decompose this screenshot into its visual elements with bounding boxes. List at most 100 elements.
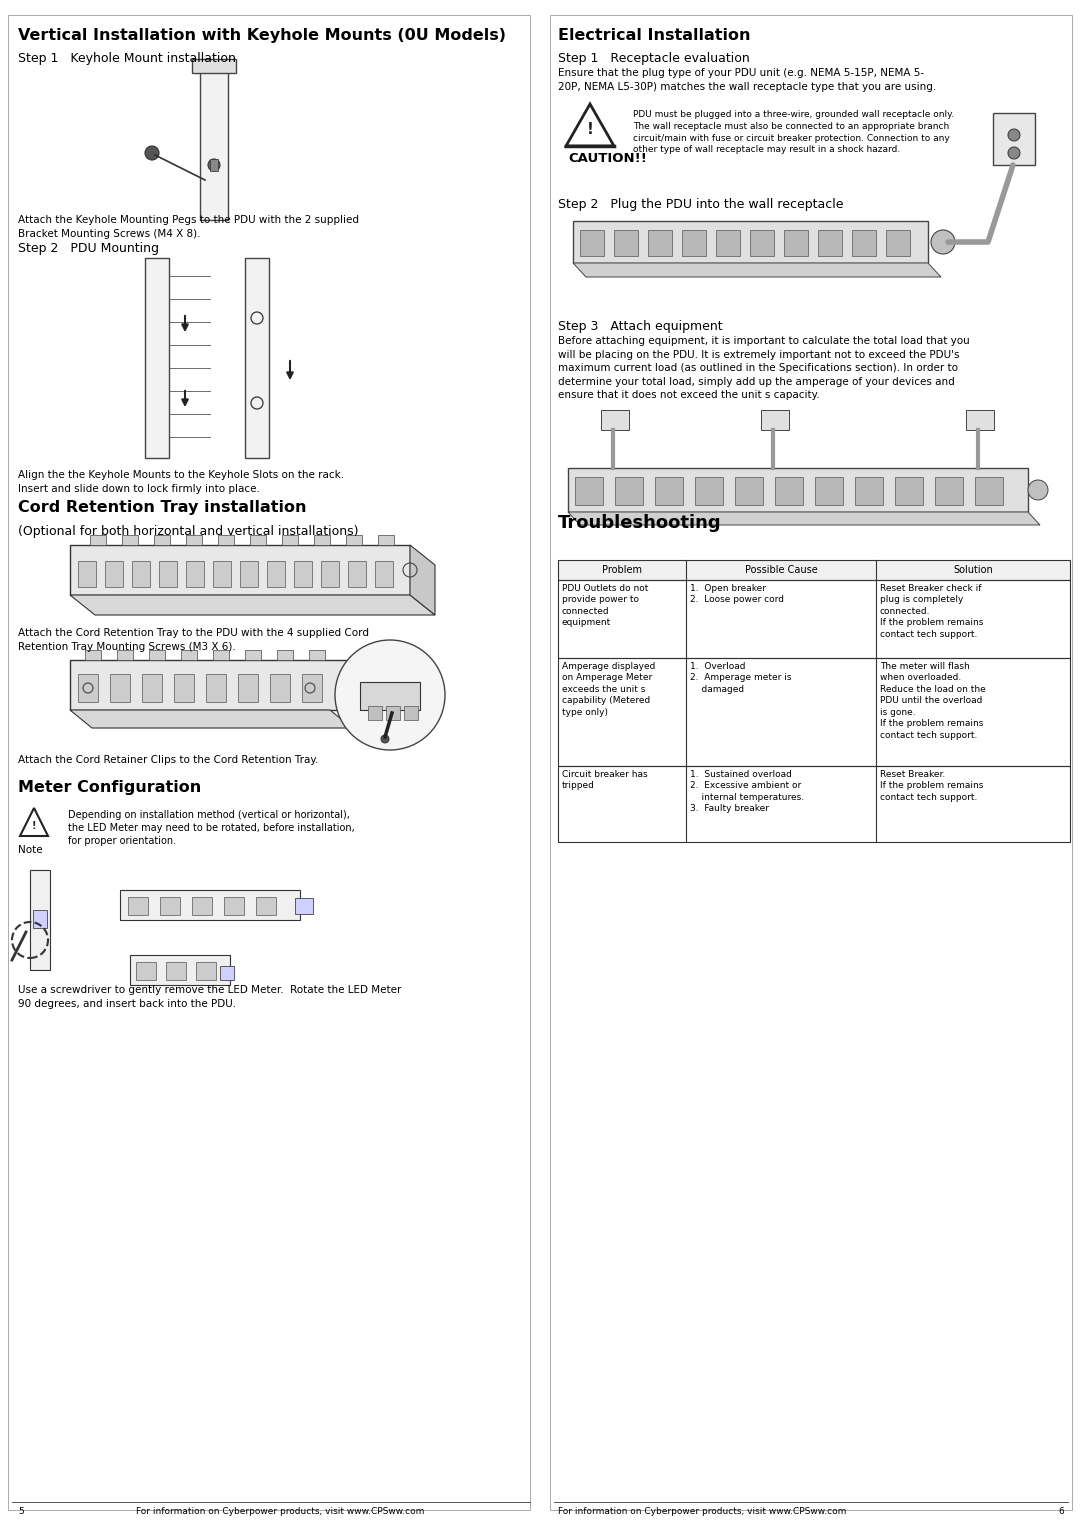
Bar	[895, 476, 923, 505]
Bar	[558, 658, 1070, 767]
Bar	[775, 476, 804, 505]
Bar	[8, 15, 530, 1510]
Text: Solution: Solution	[954, 565, 993, 576]
Text: Troubleshooting: Troubleshooting	[558, 515, 721, 531]
Bar	[145, 258, 168, 458]
Bar	[681, 231, 706, 257]
Text: Ensure that the plug type of your PDU unit (e.g. NEMA 5-15P, NEMA 5-
20P, NEMA L: Ensure that the plug type of your PDU un…	[558, 69, 936, 92]
Bar	[238, 673, 258, 702]
Bar	[141, 673, 162, 702]
Bar	[224, 896, 244, 915]
Bar	[346, 534, 362, 545]
Bar	[195, 962, 216, 980]
Circle shape	[381, 734, 389, 744]
Circle shape	[208, 159, 220, 171]
Bar	[573, 221, 928, 263]
Bar	[105, 560, 123, 586]
Bar	[818, 231, 842, 257]
Bar	[696, 476, 723, 505]
Text: !: !	[586, 122, 593, 137]
Bar	[154, 534, 170, 545]
Text: Attach the Keyhole Mounting Pegs to the PDU with the 2 supplied
Bracket Mounting: Attach the Keyhole Mounting Pegs to the …	[18, 215, 359, 238]
Bar	[575, 476, 603, 505]
Bar	[600, 411, 629, 431]
Text: Electrical Installation: Electrical Installation	[558, 27, 751, 43]
Bar	[213, 560, 231, 586]
Text: Attach the Cord Retention Tray to the PDU with the 4 supplied Cord
Retention Tra: Attach the Cord Retention Tray to the PD…	[18, 628, 369, 652]
Bar	[249, 534, 266, 545]
Bar	[615, 476, 643, 505]
Text: Step 3   Attach equipment: Step 3 Attach equipment	[558, 321, 723, 333]
Bar	[302, 673, 322, 702]
Bar	[735, 476, 762, 505]
Bar	[122, 534, 138, 545]
Bar	[120, 890, 300, 919]
Bar	[852, 231, 876, 257]
Bar	[160, 896, 180, 915]
Circle shape	[145, 147, 159, 160]
Text: Problem: Problem	[602, 565, 642, 576]
Bar	[270, 673, 291, 702]
Bar	[386, 705, 400, 721]
Bar	[110, 673, 130, 702]
Circle shape	[1028, 479, 1048, 499]
Bar	[615, 231, 638, 257]
Text: The meter will flash
when overloaded.
Reduce the load on the
PDU until the overl: The meter will flash when overloaded. Re…	[880, 663, 986, 739]
Text: !: !	[31, 822, 37, 831]
Text: (Optional for both horizontal and vertical installations): (Optional for both horizontal and vertic…	[18, 525, 359, 538]
Text: Note: Note	[18, 844, 42, 855]
Text: PDU must be plugged into a three-wire, grounded wall receptacle only.
The wall r: PDU must be plugged into a three-wire, g…	[633, 110, 954, 154]
Bar	[90, 534, 106, 545]
Bar	[210, 159, 218, 171]
Polygon shape	[573, 263, 941, 276]
Bar	[245, 651, 261, 660]
Circle shape	[931, 231, 955, 253]
Bar	[404, 705, 418, 721]
Bar	[192, 60, 237, 73]
Bar	[550, 15, 1072, 1510]
Text: Circuit breaker has
tripped: Circuit breaker has tripped	[562, 770, 648, 791]
Bar	[368, 705, 382, 721]
Bar	[276, 651, 293, 660]
Polygon shape	[568, 512, 1040, 525]
Text: Step 1   Receptacle evaluation: Step 1 Receptacle evaluation	[558, 52, 750, 66]
Bar	[174, 673, 194, 702]
Bar	[220, 967, 234, 980]
Bar	[159, 560, 177, 586]
Bar	[648, 231, 672, 257]
Bar	[192, 896, 212, 915]
Text: Meter Configuration: Meter Configuration	[18, 780, 201, 796]
Bar	[568, 467, 1028, 512]
Text: 1.  Open breaker
2.  Loose power cord: 1. Open breaker 2. Loose power cord	[690, 583, 784, 605]
Bar	[378, 534, 394, 545]
Bar	[761, 411, 789, 431]
Bar	[855, 476, 883, 505]
Bar	[132, 560, 150, 586]
Text: Use a screwdriver to gently remove the LED Meter.  Rotate the LED Meter
90 degre: Use a screwdriver to gently remove the L…	[18, 985, 402, 1009]
Bar	[282, 534, 298, 545]
Text: Cord Retention Tray installation: Cord Retention Tray installation	[18, 499, 307, 515]
Text: Reset Breaker.
If the problem remains
contact tech support.: Reset Breaker. If the problem remains co…	[880, 770, 984, 802]
Bar	[815, 476, 843, 505]
Bar	[558, 580, 1070, 658]
Bar	[348, 560, 366, 586]
Bar	[70, 660, 350, 710]
Bar	[186, 560, 204, 586]
Bar	[966, 411, 994, 431]
Text: 1.  Overload
2.  Amperage meter is
    damaged: 1. Overload 2. Amperage meter is damaged	[690, 663, 792, 693]
Bar	[256, 896, 276, 915]
Text: 1.  Sustained overload
2.  Excessive ambient or
    internal temperatures.
3.  F: 1. Sustained overload 2. Excessive ambie…	[690, 770, 805, 814]
Bar	[136, 962, 156, 980]
Circle shape	[1008, 147, 1020, 159]
Text: 5: 5	[18, 1507, 24, 1516]
Text: Depending on installation method (vertical or horizontal),
the LED Meter may nee: Depending on installation method (vertic…	[68, 809, 354, 846]
Bar	[33, 910, 48, 928]
Bar	[935, 476, 963, 505]
Bar	[218, 534, 234, 545]
Bar	[200, 66, 228, 220]
Text: Step 2   PDU Mounting: Step 2 PDU Mounting	[18, 241, 159, 255]
Text: Step 1   Keyhole Mount installation: Step 1 Keyhole Mount installation	[18, 52, 235, 66]
Bar	[294, 560, 312, 586]
Text: Before attaching equipment, it is important to calculate the total load that you: Before attaching equipment, it is import…	[558, 336, 970, 400]
Bar	[295, 898, 313, 915]
